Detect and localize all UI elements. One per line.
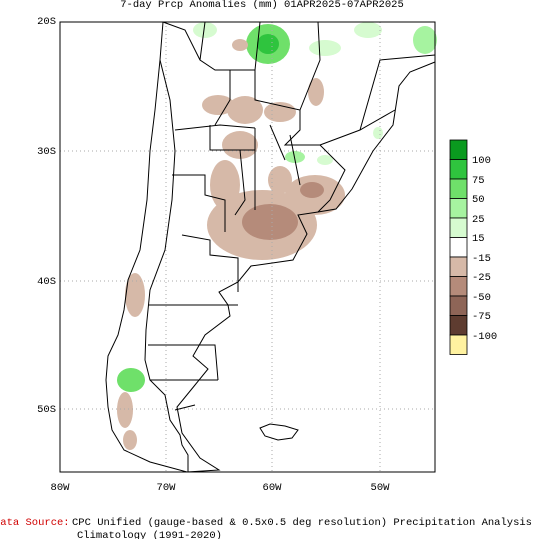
anomaly-shading [117,22,437,450]
legend-label: 100 [472,155,491,167]
legend-label: 50 [472,194,485,206]
title: 7-day Prcp Anomalies (mm) 01APR2025-07AP… [120,0,404,11]
source-label: Data Source: [0,517,70,529]
climatology-text: Climatology (1991-2020) [77,530,222,539]
province-borders [148,70,301,411]
lat-label: 50S [37,404,56,416]
legend-label: -100 [472,331,497,343]
colorbar-labels: 100 75 50 25 15 -15 -25 -50 -75 -100 [472,155,497,343]
map-area [59,21,437,473]
source-text: CPC Unified (gauge-based & 0.5x0.5 deg r… [72,517,532,529]
lon-label: 70W [157,482,177,494]
coastline [105,21,436,473]
legend-label: -75 [472,311,491,323]
country-borders [144,21,436,472]
falkland-islands [259,423,299,441]
lat-label: 20S [37,16,56,28]
legend-label: 15 [472,233,485,245]
lon-label: 60W [263,482,283,494]
legend-label: -25 [472,272,491,284]
map-frame [59,21,436,473]
lat-label: 30S [37,146,56,158]
colorbar [449,139,468,355]
legend-label: -15 [472,253,491,265]
legend-label: -50 [472,292,491,304]
legend-label: 75 [472,175,485,187]
lat-label: 40S [37,276,56,288]
lon-label: 50W [371,482,391,494]
legend-label: 25 [472,214,485,226]
lon-label: 80W [51,482,71,494]
